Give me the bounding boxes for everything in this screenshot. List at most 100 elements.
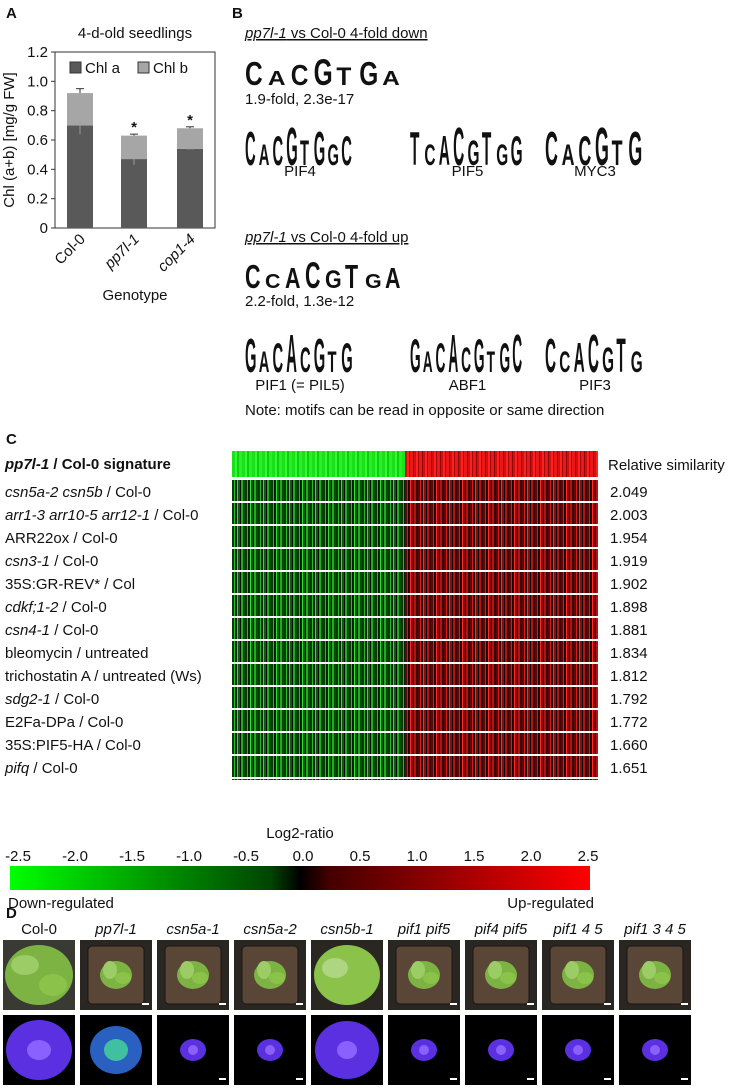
logo-letter: C bbox=[559, 346, 570, 379]
logo-letter: C bbox=[578, 127, 591, 174]
comparison-rest: / Col-0 bbox=[51, 691, 99, 708]
similarity-value: 1.881 bbox=[610, 622, 648, 639]
chart-title: 4-d-old seedlings bbox=[78, 25, 192, 42]
panel-label: C bbox=[6, 431, 17, 448]
logo-letter: G bbox=[511, 128, 523, 174]
colorbar bbox=[10, 866, 590, 890]
y-tick-label: 0.2 bbox=[27, 191, 48, 208]
logo-letter: G bbox=[314, 123, 325, 176]
x-axis-label: Genotype bbox=[102, 287, 167, 304]
genotype: arr1-3 arr10-5 arr12-1 bbox=[5, 507, 150, 524]
bar-segment bbox=[67, 125, 93, 228]
motif-name: PIF1 (= PIL5) bbox=[255, 377, 345, 394]
y-axis-label: Chl (a+b) [mg/g FW] bbox=[1, 72, 18, 207]
signature-title-rest: / Col-0 signature bbox=[49, 456, 171, 473]
comparison-label: bleomycin / untreated bbox=[5, 645, 148, 662]
colorbar-tick-label: -1.0 bbox=[176, 848, 202, 865]
colorbar-title: Log2-ratio bbox=[266, 825, 334, 842]
comparison-label: csn4-1 / Col-0 bbox=[5, 622, 98, 639]
comparison-rest: / Col-0 bbox=[29, 760, 77, 777]
motif-stats: 1.9-fold, 2.3e-17 bbox=[245, 91, 354, 108]
comparison-label: cdkf;1-2 / Col-0 bbox=[5, 599, 107, 616]
similarity-value: 1.660 bbox=[610, 737, 648, 754]
similarity-value: 1.651 bbox=[610, 760, 648, 777]
logo-letter: G bbox=[325, 266, 342, 294]
logo-letter: G bbox=[595, 118, 609, 177]
y-tick-label: 0.4 bbox=[27, 161, 48, 178]
panel-label: A bbox=[6, 5, 17, 22]
logo-letter: G bbox=[468, 133, 480, 173]
comparison-label: 35S:GR-REV* / Col bbox=[5, 576, 135, 593]
signature-bar-up bbox=[405, 451, 598, 477]
logo-letter: C bbox=[291, 59, 309, 91]
logo-letter: A bbox=[259, 345, 270, 378]
genotype: csn4-1 bbox=[5, 622, 50, 639]
comparison-label: 35S:PIF5-HA / Col-0 bbox=[5, 737, 141, 754]
bar-segment bbox=[121, 159, 147, 228]
x-tick-label: Col-0 bbox=[51, 231, 88, 268]
motif-name: PIF3 bbox=[579, 377, 611, 394]
motif-stats: 2.2-fold, 1.3e-12 bbox=[245, 293, 354, 310]
panel-label: B bbox=[232, 5, 243, 22]
logo-letter: T bbox=[410, 122, 420, 176]
logo-letter: G bbox=[631, 346, 643, 379]
logo-letter: A bbox=[382, 67, 400, 90]
motif-name: PIF5 bbox=[452, 163, 484, 180]
motif-name: ABF1 bbox=[449, 377, 487, 394]
y-tick-label: 0.8 bbox=[27, 103, 48, 120]
logo-letter: C bbox=[265, 270, 280, 292]
similarity-value: 1.772 bbox=[610, 714, 648, 731]
logo-letter: C bbox=[545, 121, 558, 175]
logo-letter: C bbox=[245, 123, 256, 176]
colorbar-tick-label: 0.5 bbox=[350, 848, 371, 865]
comparison-rest: 35S:GR-REV* / Col bbox=[5, 576, 135, 593]
logo-letter: G bbox=[628, 121, 642, 175]
logo-letter: A bbox=[574, 335, 585, 381]
similarity-value: 1.834 bbox=[610, 645, 648, 662]
logo-letter: T bbox=[328, 345, 337, 378]
logo-letter: G bbox=[314, 330, 325, 383]
colorbar-tick-label: -0.5 bbox=[233, 848, 259, 865]
genotype-label: pif1 pif5 bbox=[397, 921, 451, 938]
genotype-label: csn5a-1 bbox=[166, 921, 219, 938]
logo-letter: G bbox=[286, 117, 297, 177]
similarity-value: 1.792 bbox=[610, 691, 648, 708]
colorbar-tick-label: -2.0 bbox=[62, 848, 88, 865]
genotype: csn3-1 bbox=[5, 553, 50, 570]
colorbar-tick-label: -2.5 bbox=[5, 848, 31, 865]
logo-letter: T bbox=[336, 64, 351, 91]
comparison-rest: 35S:PIF5-HA / Col-0 bbox=[5, 737, 141, 754]
motif-note: Note: motifs can be read in opposite or … bbox=[245, 402, 604, 419]
logo-letter: G bbox=[474, 330, 485, 383]
logo-letter: A bbox=[286, 324, 297, 384]
x-tick-label: cop1-4 bbox=[154, 231, 198, 275]
comparison-rest: E2Fa-DPa / Col-0 bbox=[5, 714, 123, 731]
colorbar-tick-label: 1.0 bbox=[407, 848, 428, 865]
similarity-value: 1.812 bbox=[610, 668, 648, 685]
bar-segment bbox=[177, 148, 203, 228]
logo-letter: G bbox=[496, 139, 508, 172]
logo-letter: G bbox=[341, 335, 352, 382]
comparison-label: csn3-1 / Col-0 bbox=[5, 553, 98, 570]
comparison-rest: ARR22ox / Col-0 bbox=[5, 530, 118, 547]
legend-label: Chl b bbox=[153, 60, 188, 77]
y-tick-label: 1.2 bbox=[27, 44, 48, 61]
genotype: sdg2-1 bbox=[5, 691, 51, 708]
logo-letter: A bbox=[385, 263, 400, 295]
similarity-value: 1.919 bbox=[610, 553, 648, 570]
motif-heading: pp7l-1 vs Col-0 4-fold down bbox=[244, 25, 428, 42]
signature-title-italic: pp7l-1 bbox=[4, 456, 49, 473]
logo-letter: C bbox=[273, 128, 284, 175]
similarity-value: 1.902 bbox=[610, 576, 648, 593]
colorbar-high-label: Up-regulated bbox=[507, 895, 594, 912]
logo-letter: A bbox=[423, 345, 433, 378]
significance-mark: * bbox=[131, 119, 137, 136]
genotype: pifq bbox=[4, 760, 30, 777]
